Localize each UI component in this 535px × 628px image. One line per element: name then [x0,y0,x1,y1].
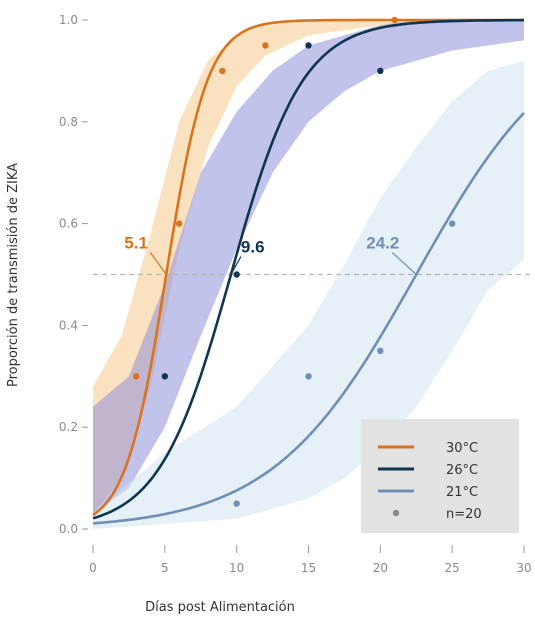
legend-label: n=20 [446,507,482,522]
data-point [391,16,398,24]
data-point [219,67,226,75]
x-axis-title: Días post Alimentación [145,600,295,615]
series-curve [92,112,525,525]
annotation-label: 24.2 [366,234,399,253]
annotation-leader [149,252,167,275]
annotation-label: 5.1 [124,234,148,253]
x-tick-label: 20 [373,561,388,575]
legend-label: 30°C [446,441,478,456]
data-point [448,220,456,227]
x-tick-label: 30 [516,561,531,575]
annotation-leader [391,252,417,275]
annotation-label: 9.6 [241,238,265,257]
series-curve [92,18,525,520]
y-tick-label: 1.0 [59,13,78,27]
legend-marker [392,509,400,517]
legend-label: 26°C [446,463,478,478]
legend-box [361,419,519,533]
x-tick-label: 15 [301,561,316,575]
plot-area: 5.1 9.6 24.2 [92,16,530,529]
data-point [161,373,169,380]
x-axis-ticks: 0 5 10 15 20 25 30 [89,545,532,575]
data-point [305,373,312,380]
confidence-band [93,60,524,529]
data-point [262,42,269,49]
x-tick-label: 0 [89,561,97,575]
x-tick-label: 10 [229,561,244,575]
legend: 30°C 26°C 21°C n=20 [361,419,519,533]
data-point [377,347,384,355]
annotation-leader [230,256,242,275]
data-point [176,220,183,227]
data-point [132,373,140,380]
x-tick-label: 25 [445,561,460,575]
y-axis-title: Proporción de transmisión de ZIKA [6,163,21,387]
y-tick-label: 0.4 [59,318,78,332]
confidence-band [93,20,524,514]
y-tick-label: 0.2 [59,420,78,434]
data-point [377,67,384,75]
y-tick-label: 0.0 [59,522,78,536]
y-tick-label: 0.8 [59,115,78,129]
data-point [233,271,240,278]
legend-label: 21°C [446,485,478,500]
y-axis-ticks: 0.0 0.2 0.4 0.6 0.8 1.0 [59,13,88,536]
x-tick-label: 5 [161,561,169,575]
confidence-band [93,20,524,514]
data-point [233,500,240,507]
y-tick-label: 0.6 [59,217,78,231]
data-point [305,42,312,49]
